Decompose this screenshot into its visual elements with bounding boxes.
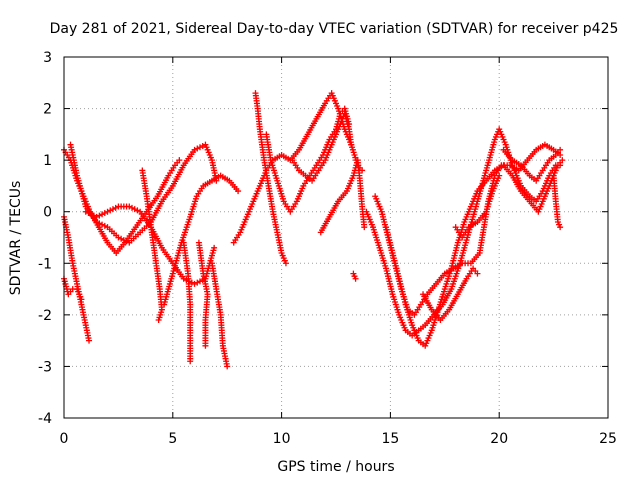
- data-point: [191, 146, 198, 153]
- y-tick-label: 1: [43, 153, 52, 169]
- data-point: [187, 358, 194, 365]
- series-track-22: [550, 172, 564, 231]
- data-point: [202, 342, 209, 349]
- x-tick-label: 20: [490, 431, 508, 447]
- data-point: [348, 141, 355, 148]
- y-tick-label: 2: [43, 102, 52, 118]
- data-point: [118, 235, 125, 242]
- data-point: [90, 212, 97, 219]
- y-tick-label: -4: [38, 411, 52, 427]
- data-point: [235, 188, 242, 195]
- series-track-20: [452, 172, 503, 241]
- data-point: [107, 207, 114, 214]
- y-tick-label: -2: [38, 308, 52, 324]
- y-tick-label: -3: [38, 359, 52, 375]
- data-point: [109, 206, 116, 213]
- data-point: [496, 172, 503, 179]
- series-track-10: [208, 260, 231, 370]
- x-tick-label: 5: [168, 431, 177, 447]
- data-point: [188, 279, 195, 286]
- y-tick-label: 3: [43, 50, 52, 66]
- series-track-14: [289, 110, 355, 184]
- series-track-12: [252, 90, 289, 267]
- series-track-7: [161, 172, 242, 308]
- y-tick-label: -1: [38, 256, 52, 272]
- series-track-15: [317, 157, 368, 236]
- data-point: [99, 221, 106, 228]
- data-points: [61, 90, 566, 370]
- series-track-23: [350, 270, 359, 282]
- data-point: [93, 213, 100, 220]
- series-track-6: [139, 167, 165, 324]
- data-point: [194, 145, 201, 152]
- x-tick-label: 25: [599, 431, 617, 447]
- data-point: [93, 219, 100, 226]
- data-point: [88, 211, 95, 218]
- data-point: [82, 208, 89, 215]
- series-track-4: [61, 275, 85, 303]
- data-point: [557, 224, 564, 231]
- data-point: [194, 279, 201, 286]
- data-point: [211, 244, 218, 251]
- chart-title: Day 281 of 2021, Sidereal Day-to-day VTE…: [50, 21, 619, 37]
- data-point: [191, 280, 198, 287]
- series-track-8: [180, 239, 194, 365]
- data-point: [85, 210, 92, 217]
- data-point: [361, 224, 368, 231]
- series-track-19: [420, 265, 481, 324]
- data-point: [131, 206, 138, 213]
- series-track-9: [195, 239, 211, 349]
- data-point: [96, 220, 103, 227]
- data-point: [104, 208, 111, 215]
- x-axis-label: GPS time / hours: [277, 459, 394, 475]
- data-point: [155, 317, 162, 324]
- data-point: [559, 157, 566, 164]
- y-tick-label: 0: [43, 205, 52, 221]
- data-point: [224, 363, 231, 370]
- data-point: [199, 142, 206, 149]
- data-point: [101, 222, 108, 229]
- data-point: [112, 204, 119, 211]
- series-track-21: [500, 146, 564, 184]
- data-point: [78, 296, 85, 303]
- data-point: [352, 275, 359, 282]
- x-tick-label: 10: [273, 431, 291, 447]
- series-track-18: [383, 157, 566, 349]
- x-tick-label: 0: [60, 431, 69, 447]
- data-point: [120, 237, 127, 244]
- data-point: [101, 210, 108, 217]
- data-point: [123, 238, 130, 245]
- data-point: [557, 146, 564, 153]
- axis-ticks: 0 5 10 15 20 25 -4 -3 -2 -1 0 1 2 3: [38, 50, 617, 447]
- data-point: [176, 157, 183, 164]
- data-point: [86, 337, 93, 344]
- data-point: [197, 144, 203, 151]
- data-point: [96, 212, 103, 219]
- data-point: [99, 211, 106, 218]
- data-point: [282, 260, 289, 267]
- data-point: [134, 207, 141, 214]
- x-tick-label: 15: [381, 431, 399, 447]
- data-point: [474, 270, 481, 277]
- y-axis-label: SDTVAR / TECUs: [8, 181, 24, 296]
- data-point: [126, 203, 133, 210]
- data-point: [129, 204, 135, 211]
- data-point: [115, 234, 122, 241]
- plot-frame: [63, 56, 609, 419]
